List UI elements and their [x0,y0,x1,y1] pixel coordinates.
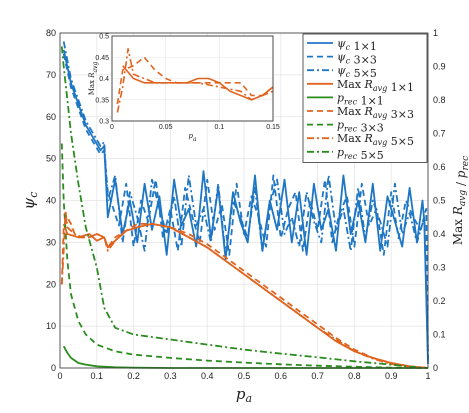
legend-label: ψc 3×3 [337,51,377,67]
legend-label: prec 5×5 [337,146,384,162]
inset-x-tick-label: 0 [110,124,114,131]
inset-x-tick-label: 0.05 [159,124,173,131]
legend-label: Max Ravg 5×5 [337,132,414,148]
legend-label: prec 1×1 [337,91,384,107]
series-line-max-r-avg-3-3-dashed [60,216,429,369]
inset-y-tick-label: 0.45 [95,55,109,62]
y-left-tick-label: 10 [46,321,56,331]
y-right-tick-label: 0 [433,363,438,373]
y-right-tick-label: 0.4 [433,229,446,239]
inset-y-tick-label: 0.5 [99,34,109,41]
y-right-tick-label: 0.5 [433,196,446,206]
main-plot-frame [59,32,429,369]
inset-y-tick-label: 0.3 [99,119,109,126]
inset-chart: 0 0.05 0.1 0.15 0.3 0.35 0.4 0.45 0.5 pa Max Ravg [88,34,280,144]
y-right-tick-label: 0.9 [433,62,446,72]
y-left-tick-label: 50 [46,154,56,164]
inset-y-tick-label: 0.4 [99,76,109,83]
y-right-tick-label: 1 [433,28,438,38]
y-left-tick-label: 60 [46,112,56,122]
legend-label: Max Ravg 1×1 [337,78,414,94]
inset-x-tick-label: 0.1 [214,124,224,131]
legend-label: prec 3×3 [337,119,384,135]
inset-x-tick-label: 0.15 [266,124,280,131]
series-line-p-rec-5-5-dashdot [60,46,429,369]
x-tick-label: 0.3 [164,371,177,381]
series-line-c-3-3-dashed [62,53,429,360]
x-tick-label: 0.9 [385,371,398,381]
y-left-tick-label: 40 [46,196,56,206]
y-right-tick-label: 0.6 [433,162,446,172]
inset-y-tick-label: 0.35 [95,97,109,104]
y-left-tick-label: 70 [46,70,56,80]
y-right-tick-label: 0.3 [433,263,446,273]
x-tick-label: 1 [425,371,430,381]
y-left-tick-label: 20 [46,279,56,289]
series-line-max-r-avg-1-1-solid [62,222,429,369]
x-tick-label: 0.6 [275,371,288,381]
y-left-tick-label: 30 [46,237,56,247]
x-tick-label: 0.7 [311,371,324,381]
y-right-tick-label: 0.2 [433,296,446,306]
inset-x-axis-label: pa [188,132,196,143]
y-right-tick-label: 0.8 [433,95,446,105]
x-tick-label: 0.2 [127,371,140,381]
x-tick-label: 0.1 [91,371,104,381]
inset-y-axis-label: Max Ravg [88,62,99,96]
y-axis-label-right: Max Ravg / prec [451,156,469,245]
x-tick-label: 0.4 [201,371,214,381]
y-left-tick-label: 0 [51,363,56,373]
inset-border [111,35,274,122]
y-right-tick-label: 0.7 [433,129,446,139]
series-line-p-rec-3-3-dashed [60,143,429,369]
x-tick-label: 0.8 [348,371,361,381]
x-tick-label: 0 [57,371,62,381]
x-tick-label: 0.5 [238,371,251,381]
inset-series-line-max-r-avg-1-1-solid [122,65,274,101]
series-line-c-5-5-dashdot [62,41,429,356]
x-axis-label: pa [236,385,252,405]
legend-label: ψc 1×1 [337,37,377,53]
legend-label: ψc 5×5 [337,64,377,80]
inset-series-line-max-r-avg-5-5-dashdot [116,47,274,113]
main-series-layer [60,41,429,369]
series-line-max-r-avg-5-5-dashdot [60,209,429,369]
y-axis-label-left: ψc [20,192,40,210]
main-tick-labels: 0 0.1 0.2 0.3 0.4 0.5 0.6 0.7 0.8 0.9 101020304050… [46,28,446,381]
y-left-tick-label: 80 [46,28,56,38]
y-right-tick-label: 0.1 [433,330,446,340]
legend-label: Max Ravg 3×3 [337,105,414,121]
